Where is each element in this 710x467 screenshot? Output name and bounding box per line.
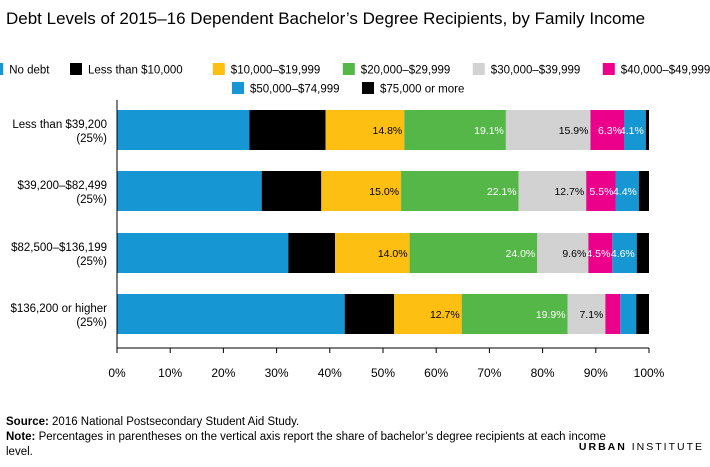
legend-label-7: $50,000–$74,999	[250, 84, 340, 96]
legend-swatch-5	[472, 63, 485, 75]
bar-segment-3-5	[537, 233, 589, 273]
bar-segment-1-1	[117, 110, 250, 150]
data-label-3-3: 14.0%	[378, 248, 408, 260]
note-label: Note:	[6, 431, 36, 443]
legend-label-5: $30,000–$39,999	[491, 65, 581, 77]
legend-label-1: No debt	[9, 65, 50, 77]
data-label-3-6: 4.5%	[586, 248, 610, 260]
data-label-2-5: 12.7%	[554, 186, 584, 198]
bar-segment-3-1	[117, 233, 289, 273]
legend-swatch-4	[342, 63, 355, 75]
x-tick-label-10: 90%	[584, 366, 608, 380]
bar-segment-4-2	[344, 294, 395, 334]
data-label-2-3: 15.0%	[369, 186, 399, 198]
note-text: Percentages in parentheses on the vertic…	[6, 431, 606, 458]
bar-segment-1-3	[325, 110, 405, 150]
bar-segment-2-8	[638, 171, 649, 211]
data-label-2-7: 4.4%	[613, 186, 637, 198]
bar-segment-2-5	[518, 171, 587, 211]
category-share-4: (25%)	[76, 317, 107, 329]
chart-title: Debt Levels of 2015–16 Dependent Bachelo…	[6, 9, 646, 28]
urban-institute-logo: URBAN INSTITUTE	[579, 441, 704, 453]
bar-segment-2-6	[586, 171, 616, 211]
bar-segment-2-3	[321, 171, 402, 211]
x-tick-label-1: 0%	[108, 366, 126, 380]
bar-segment-3-7	[612, 233, 637, 273]
data-label-4-5: 7.1%	[579, 309, 603, 321]
data-label-1-5: 15.9%	[559, 125, 589, 137]
bar-segment-1-2	[249, 110, 326, 150]
data-label-3-7: 4.6%	[611, 248, 635, 260]
x-tick-label-6: 50%	[371, 366, 395, 380]
legend-swatch-7	[232, 82, 244, 94]
bar-segment-3-2	[288, 233, 336, 273]
data-label-1-7: 4.1%	[620, 125, 644, 137]
bar-segment-1-5	[505, 110, 591, 150]
data-label-3-5: 9.6%	[562, 248, 586, 260]
data-label-4-4: 19.9%	[536, 309, 566, 321]
x-tick-label-3: 20%	[211, 366, 235, 380]
legend-label-3: $10,000–$19,999	[231, 65, 321, 77]
bar-segment-3-3	[335, 233, 410, 273]
legend-swatch-1	[0, 63, 4, 75]
bar-segment-4-4	[461, 294, 568, 334]
legend-label-2: Less than $10,000	[88, 65, 183, 77]
category-label-2: $39,200–$82,499	[17, 180, 107, 192]
stacked-bar-chart: No debt Less than $10,000 $10,000–$19,999 $…	[0, 63, 710, 380]
legend-swatch-3	[212, 63, 225, 75]
legend-swatch-2	[70, 63, 82, 75]
bar-segment-2-2	[261, 171, 322, 211]
x-tick-label-7: 60%	[424, 366, 448, 380]
x-tick-label-11: 100%	[634, 366, 665, 380]
legend-swatch-6	[602, 63, 615, 75]
category-label-4: $136,200 or higher	[10, 303, 107, 315]
data-label-1-6: 6.3%	[598, 125, 622, 137]
data-label-2-6: 5.5%	[590, 186, 614, 198]
source-text: 2016 National Postsecondary Student Aid …	[52, 416, 300, 428]
bar-segment-3-8	[636, 233, 649, 273]
bar-segment-4-8	[636, 294, 649, 334]
bar-segment-4-1	[117, 294, 345, 334]
category-share-2: (25%)	[76, 194, 107, 206]
bar-segment-4-6	[605, 294, 621, 334]
x-tick-label-2: 10%	[158, 366, 182, 380]
x-tick-label-8: 70%	[477, 366, 501, 380]
x-tick-label-5: 40%	[318, 366, 342, 380]
legend-label-8: $75,000 or more	[380, 84, 464, 96]
category-label-1: Less than $39,200	[12, 119, 107, 131]
bar-segment-3-6	[588, 233, 613, 273]
legend-swatch-8	[362, 82, 374, 94]
data-label-1-4: 19.1%	[474, 125, 504, 137]
bar-segment-2-4	[401, 171, 519, 211]
data-label-1-3: 14.8%	[372, 125, 402, 137]
bar-segment-2-1	[117, 171, 262, 211]
bar-segment-1-7	[623, 110, 646, 150]
logo-text: INSTITUTE	[631, 441, 704, 453]
data-label-3-4: 24.0%	[505, 248, 535, 260]
bar-segment-1-8	[645, 110, 649, 150]
x-tick-label-4: 30%	[265, 366, 289, 380]
bar-segment-1-4	[404, 110, 506, 150]
data-label-2-4: 22.1%	[487, 186, 517, 198]
bar-segment-1-6	[590, 110, 624, 150]
legend-label-6: $40,000–$49,999	[621, 65, 710, 77]
source-label: Source:	[6, 416, 49, 428]
data-label-4-3: 12.7%	[430, 309, 460, 321]
source-line: Source: 2016 National Postsecondary Stud…	[6, 415, 299, 430]
note-line: Note: Percentages in parentheses on the …	[6, 430, 606, 460]
bar-segment-4-3	[394, 294, 462, 334]
category-label-3: $82,500–$136,199	[11, 242, 107, 254]
category-share-3: (25%)	[76, 256, 107, 268]
legend-label-4: $20,000–$29,999	[361, 65, 451, 77]
bar-segment-2-7	[615, 171, 639, 211]
x-tick-label-9: 80%	[531, 366, 555, 380]
bar-segment-4-7	[620, 294, 637, 334]
category-share-1: (25%)	[76, 133, 107, 145]
bar-segment-4-5	[567, 294, 606, 334]
bar-segment-3-4	[409, 233, 538, 273]
logo-bold: URBAN	[578, 441, 627, 453]
